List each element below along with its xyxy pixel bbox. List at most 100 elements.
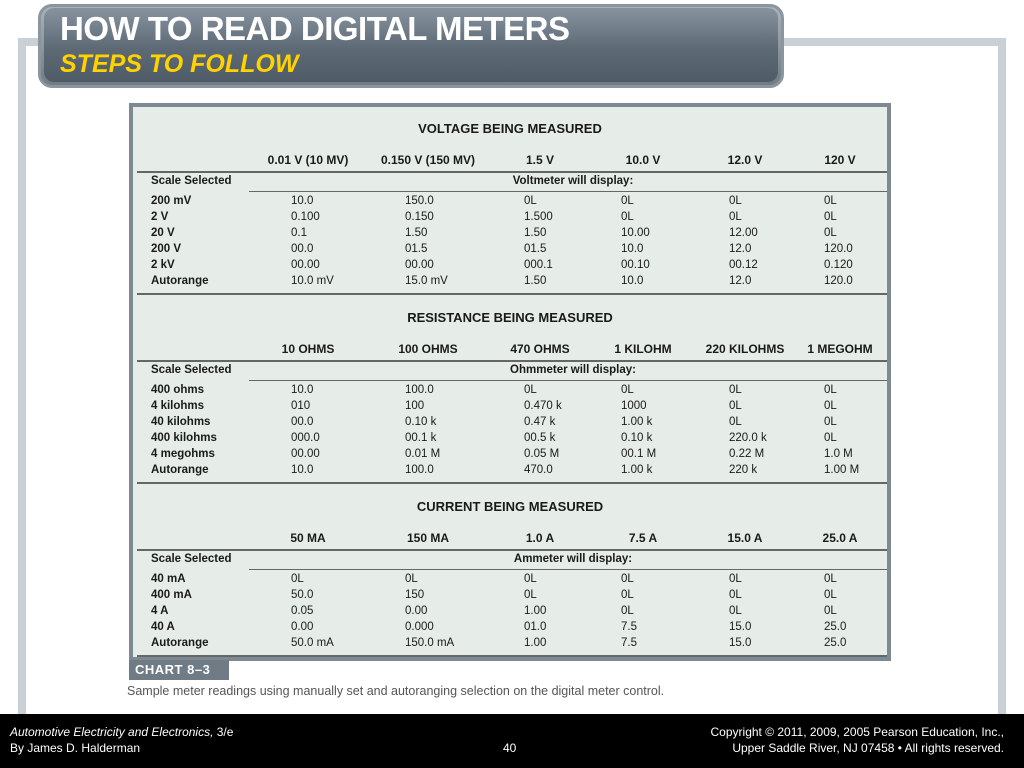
scale-setting: 200 mV: [151, 195, 192, 207]
display-reading: 12.0: [729, 243, 752, 255]
measured-value: 10.0 V: [625, 153, 661, 167]
display-reading: 50.0: [291, 589, 314, 601]
table-row: 4 A 0.05 0.00 1.00 0L 0L 0L: [133, 605, 887, 621]
display-reading: 7.5: [621, 621, 637, 633]
measured-values-row: 50 MA 150 MA 1.0 A 7.5 A 15.0 A 25.0 A: [133, 531, 887, 547]
display-reading: 0L: [729, 400, 742, 412]
table-row: 200 mV 10.0 150.0 0L 0L 0L 0L: [133, 195, 887, 211]
measured-value: 1.0 A: [525, 531, 555, 545]
scale-header-row: Scale Selected Ammeter will display:: [133, 553, 887, 569]
display-reading: 00.10: [621, 259, 650, 271]
display-reading: 100: [405, 400, 425, 412]
slide-footer: Automotive Electricity and Electronics, …: [0, 714, 1024, 768]
display-reading: 0L: [729, 195, 742, 207]
scale-header-row: Scale Selected Voltmeter will display:: [133, 175, 887, 191]
display-reading: 00.00: [291, 259, 320, 271]
scale-setting: Autorange: [151, 637, 209, 649]
display-reading: 00.0: [291, 243, 314, 255]
scale-setting: 40 A: [151, 621, 175, 633]
display-reading: 0L: [621, 384, 634, 396]
header-rule: [137, 360, 887, 362]
display-reading: 25.0: [824, 637, 847, 649]
display-reading: 1.50: [524, 275, 547, 287]
measured-value: 220 KILOHMS: [705, 342, 785, 356]
measured-value: 1.5 V: [525, 153, 555, 167]
display-reading: 10.0: [621, 275, 644, 287]
table-row: Autorange 10.0 mV 15.0 mV 1.50 10.0 12.0 120.0: [133, 275, 887, 291]
chart-number-tag: CHART 8–3: [129, 660, 229, 680]
footer-publisher: Upper Saddle River, NJ 07458 • All right…: [732, 741, 1004, 755]
display-reading: 12.00: [729, 227, 758, 239]
display-reading: 470.0: [524, 464, 553, 476]
table-row: 200 V 00.0 01.5 01.5 10.0 12.0 120.0: [133, 243, 887, 259]
display-reading: 0L: [729, 605, 742, 617]
display-reading: 0L: [405, 573, 418, 585]
display-reading: 0L: [824, 416, 837, 428]
display-reading: 0.00: [405, 605, 428, 617]
meter-display-label: Voltmeter will display:: [512, 175, 634, 187]
display-reading: 1.00 M: [824, 464, 860, 476]
section-end-rule: [137, 482, 887, 484]
display-reading: 0L: [524, 573, 537, 585]
scale-setting: 20 V: [151, 227, 175, 239]
footer-book-info: Automotive Electricity and Electronics, …: [10, 725, 233, 739]
display-reading: 220.0 k: [729, 432, 767, 444]
display-reading: 7.5: [621, 637, 637, 649]
frame-left-border: [18, 38, 26, 714]
scale-setting: 400 kilohms: [151, 432, 217, 444]
display-reading: 0.01 M: [405, 448, 441, 460]
scale-setting: 200 V: [151, 243, 182, 255]
table-row: 40 A 0.00 0.000 01.0 7.5 15.0 25.0: [133, 621, 887, 637]
scale-setting: Autorange: [151, 464, 209, 476]
display-reading: 150.0 mA: [405, 637, 455, 649]
display-reading: 01.5: [405, 243, 428, 255]
display-reading: 0L: [824, 605, 837, 617]
subheader-rule: [249, 380, 887, 381]
display-reading: 00.1 k: [405, 432, 437, 444]
display-reading: 1.00: [524, 637, 547, 649]
display-reading: 0.100: [291, 211, 320, 223]
section-end-rule: [137, 655, 887, 657]
display-reading: 1.50: [524, 227, 547, 239]
measured-value: 470 OHMS: [510, 342, 570, 356]
meter-display-label: Ammeter will display:: [513, 553, 633, 565]
section-title: RESISTANCE BEING MEASURED: [407, 310, 613, 325]
section-title: CURRENT BEING MEASURED: [416, 499, 604, 514]
measured-value: 1 MEGOHM: [807, 342, 873, 356]
display-reading: 15.0: [729, 637, 752, 649]
display-reading: 1000: [621, 400, 647, 412]
subheader-rule: [249, 569, 887, 570]
display-reading: 10.0: [291, 384, 314, 396]
display-reading: 100.0: [405, 464, 434, 476]
meter-display-label: Ohmmeter will display:: [510, 364, 636, 376]
scale-selected-label: Scale Selected: [151, 553, 232, 565]
display-reading: 1.0 M: [824, 448, 853, 460]
display-reading: 1.500: [524, 211, 553, 223]
display-reading: 12.0: [729, 275, 752, 287]
header-rule: [137, 549, 887, 551]
display-reading: 120.0: [824, 243, 853, 255]
display-reading: 100.0: [405, 384, 434, 396]
page-number: 40: [503, 741, 517, 755]
table-row: 400 mA 50.0 150 0L 0L 0L 0L: [133, 589, 887, 605]
display-reading: 0.470 k: [524, 400, 562, 412]
slide-subtitle: STEPS TO FOLLOW: [60, 50, 299, 78]
display-reading: 150: [405, 589, 425, 601]
section-title: VOLTAGE BEING MEASURED: [418, 121, 602, 136]
frame-right-border: [998, 38, 1006, 714]
table-row: Autorange 10.0 100.0 470.0 1.00 k 220 k 1.00 M: [133, 464, 887, 480]
display-reading: 25.0: [824, 621, 847, 633]
display-reading: 0.000: [405, 621, 434, 633]
scale-setting: 2 V: [151, 211, 169, 223]
display-reading: 0L: [621, 211, 634, 223]
table-row: 20 V 0.1 1.50 1.50 10.00 12.00 0L: [133, 227, 887, 243]
display-reading: 00.12: [729, 259, 758, 271]
display-reading: 0L: [824, 227, 837, 239]
display-reading: 0L: [824, 400, 837, 412]
display-reading: 00.0: [291, 416, 314, 428]
display-reading: 0.120: [824, 259, 853, 271]
display-reading: 00.1 M: [621, 448, 657, 460]
display-reading: 0L: [621, 605, 634, 617]
display-reading: 0L: [524, 195, 537, 207]
meter-readings-chart: VOLTAGE BEING MEASURED 0.01 V (10 MV) 0.15…: [129, 103, 891, 661]
